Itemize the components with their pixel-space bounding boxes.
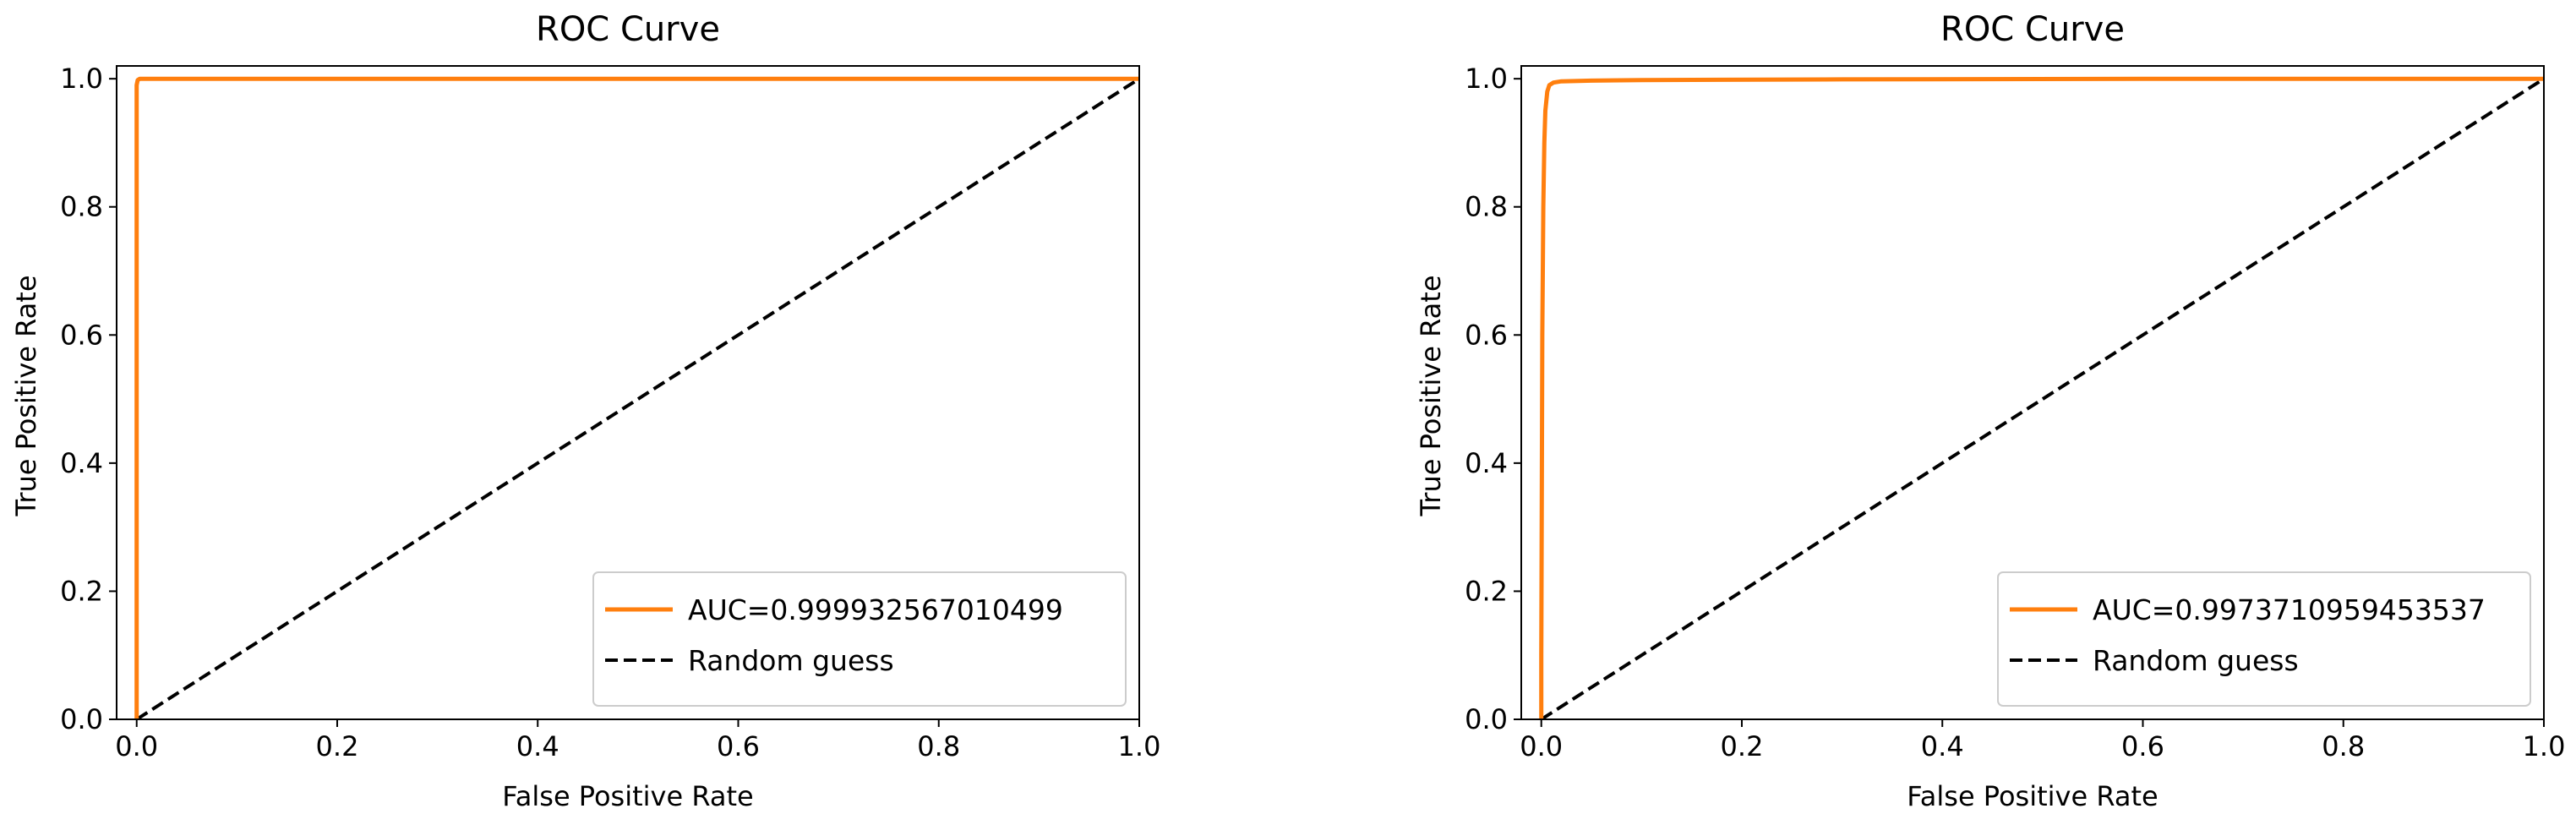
chart-2-xtick-label: 0.4 — [1921, 730, 1964, 762]
chart-2-title: ROC Curve — [1940, 10, 2125, 49]
chart-2-ylabel: True Positive Rate — [1415, 275, 1447, 516]
chart-2-series-group — [1539, 76, 2544, 719]
chart-1-xtick-label: 0.4 — [516, 730, 559, 762]
chart-1-legend-label-random-guess: Random guess — [688, 644, 894, 677]
chart-1-xtick-label: 0.0 — [115, 730, 158, 762]
chart-2-ytick-label: 1.0 — [1465, 63, 1508, 95]
chart-1-legend-label-roc: AUC=0.999932567010499 — [688, 593, 1063, 626]
chart-1-ytick-label: 0.8 — [60, 191, 103, 223]
chart-1-random-guess-line — [135, 77, 1139, 719]
chart-1-axes-frame — [116, 65, 1140, 720]
chart-2-xtick-label: 0.0 — [1520, 730, 1563, 762]
chart-2-roc-curve-line — [1539, 76, 2544, 719]
chart-2-legend-label-roc: AUC=0.9973710959453537 — [2093, 593, 2486, 626]
chart-2-ytick-label: 0.4 — [1465, 447, 1508, 479]
chart-panel-1: ROC Curve False Positive Rate True Posit… — [10, 10, 1160, 812]
chart-1-ytick-label: 1.0 — [60, 63, 103, 95]
chart-2-legend-box — [1997, 571, 2531, 707]
chart-1-ytick-label: 0.4 — [60, 447, 103, 479]
chart-1-series-group — [134, 76, 1139, 719]
chart-1-title: ROC Curve — [536, 10, 720, 49]
chart-panel-2: ROC Curve False Positive Rate True Posit… — [1415, 10, 2565, 812]
chart-1-xtick-label: 0.8 — [917, 730, 960, 762]
chart-1-xtick-label: 0.2 — [316, 730, 359, 762]
chart-1-ytick-label: 0.6 — [60, 319, 103, 351]
chart-1-plot-area: 0.0 0.2 0.4 0.6 0.8 1.0 0.0 0.2 0.4 0.6 0.8 1.0 AUC=… — [60, 63, 1160, 762]
chart-1-xtick-label: 0.6 — [717, 730, 760, 762]
chart-1-legend-box — [592, 571, 1127, 707]
chart-2-ytick-label: 0.8 — [1465, 191, 1508, 223]
chart-2-xtick-label: 0.6 — [2121, 730, 2164, 762]
chart-2-legend-label-random-guess: Random guess — [2093, 644, 2299, 677]
chart-2-ytick-label: 0.0 — [1465, 703, 1508, 735]
chart-2-xlabel: False Positive Rate — [1907, 780, 2158, 812]
chart-2-ytick-label: 0.6 — [1465, 319, 1508, 351]
chart-1-ytick-label: 0.0 — [60, 703, 103, 735]
chart-1-xlabel: False Positive Rate — [502, 780, 753, 812]
chart-2-xtick-label: 0.8 — [2322, 730, 2365, 762]
chart-1-ytick-label: 0.2 — [60, 575, 103, 607]
chart-2-xtick-label: 1.0 — [2523, 730, 2566, 762]
chart-1-ylabel: True Positive Rate — [10, 275, 42, 516]
chart-2-legend: AUC=0.9973710959453537 Random guess — [1997, 571, 2531, 707]
chart-1-xtick-label: 1.0 — [1118, 730, 1161, 762]
chart-2-axes-frame — [1520, 65, 2545, 720]
chart-2-ytick-label: 0.2 — [1465, 575, 1508, 607]
chart-1-legend: AUC=0.999932567010499 Random guess — [592, 571, 1127, 707]
chart-2-plot-area: 0.0 0.2 0.4 0.6 0.8 1.0 0.0 0.2 0.4 0.6 0.8 1.0 AUC=… — [1465, 63, 2565, 762]
chart-1-roc-curve-line — [134, 76, 1139, 719]
chart-2-xtick-label: 0.2 — [1721, 730, 1764, 762]
chart-2-random-guess-line — [1540, 77, 2544, 719]
